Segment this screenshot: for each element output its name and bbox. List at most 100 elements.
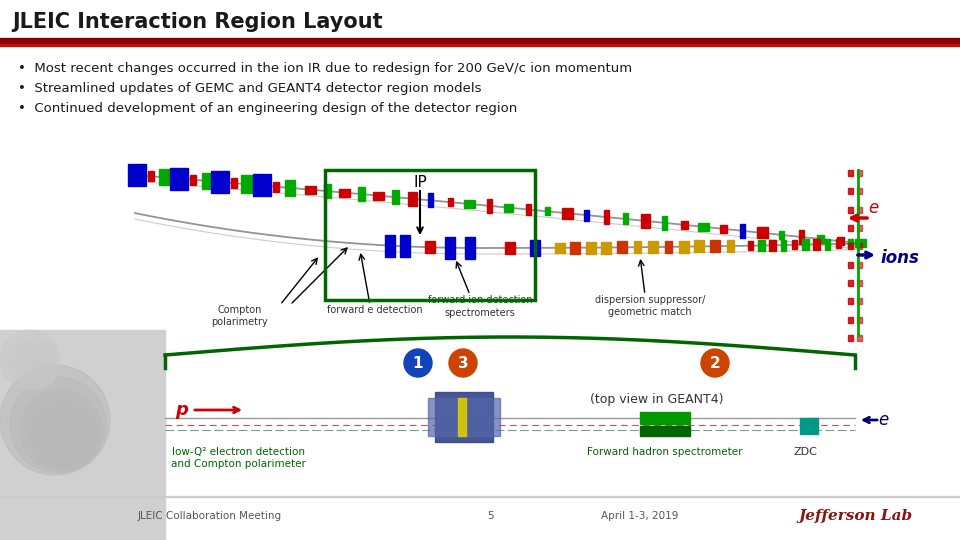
Circle shape — [10, 377, 106, 473]
Bar — [464, 200, 475, 208]
Bar — [857, 316, 862, 323]
Bar — [634, 241, 640, 253]
Bar — [681, 221, 687, 229]
Bar — [0, 496, 960, 497]
Bar — [465, 237, 475, 259]
Bar — [836, 240, 841, 248]
Bar — [857, 280, 862, 286]
Bar — [623, 213, 628, 225]
Bar — [0, 44, 960, 46]
Bar — [709, 240, 720, 252]
Bar — [339, 188, 349, 197]
Bar — [640, 412, 690, 424]
Text: low-Q² electron detection
and Compton polarimeter: low-Q² electron detection and Compton po… — [171, 447, 305, 469]
Bar — [445, 237, 455, 259]
Circle shape — [30, 401, 98, 469]
Bar — [373, 192, 384, 200]
Text: p: p — [175, 401, 188, 419]
Circle shape — [701, 349, 729, 377]
Bar — [698, 223, 709, 231]
Bar — [818, 235, 825, 243]
Text: Jefferson Lab: Jefferson Lab — [798, 509, 912, 523]
Text: •  Continued development of an engineering design of the detector region: • Continued development of an engineerin… — [18, 102, 517, 115]
Text: e: e — [868, 199, 878, 217]
Text: forward ion detection: forward ion detection — [428, 295, 532, 305]
Bar — [530, 240, 540, 256]
Bar — [425, 241, 435, 253]
Bar — [190, 175, 196, 185]
Bar — [408, 192, 418, 206]
Text: 1: 1 — [413, 355, 423, 370]
Circle shape — [449, 349, 477, 377]
Bar — [504, 204, 513, 212]
Bar — [848, 207, 853, 213]
Bar — [727, 240, 733, 252]
Bar — [857, 170, 862, 176]
Bar — [128, 164, 146, 186]
Bar — [857, 207, 862, 213]
Bar — [780, 231, 784, 239]
Bar — [617, 241, 627, 253]
Bar — [324, 184, 330, 198]
Circle shape — [50, 425, 90, 465]
Circle shape — [40, 413, 94, 467]
Bar — [400, 235, 410, 258]
Bar — [769, 240, 776, 251]
Bar — [385, 234, 395, 256]
Bar — [848, 188, 853, 194]
Bar — [848, 225, 853, 231]
Bar — [857, 244, 862, 249]
Bar — [562, 208, 573, 219]
Text: JLEIC Interaction Region Layout: JLEIC Interaction Region Layout — [12, 12, 383, 32]
Bar — [148, 171, 154, 181]
Text: •  Streamlined updates of GEMC and GEANT4 detector region models: • Streamlined updates of GEMC and GEANT4… — [18, 82, 482, 95]
Bar — [570, 242, 581, 254]
Bar — [740, 224, 745, 238]
Bar — [756, 227, 768, 239]
Bar — [848, 239, 852, 248]
Bar — [304, 186, 316, 193]
Text: 3: 3 — [458, 355, 468, 370]
Bar — [748, 241, 753, 250]
Bar — [857, 188, 862, 194]
Circle shape — [20, 389, 102, 471]
Bar — [720, 225, 727, 233]
Bar — [857, 335, 862, 341]
Bar — [848, 316, 853, 323]
Text: dispersion suppressor/
geometric match: dispersion suppressor/ geometric match — [595, 295, 706, 316]
Bar — [325, 170, 535, 300]
Bar — [664, 241, 672, 253]
Bar — [854, 239, 866, 247]
Bar — [601, 241, 612, 253]
Bar — [505, 242, 515, 254]
Text: April 1-3, 2019: April 1-3, 2019 — [601, 511, 679, 521]
Circle shape — [404, 349, 432, 377]
Bar — [648, 241, 658, 253]
Bar — [202, 173, 211, 189]
Bar — [802, 239, 809, 250]
Text: 2: 2 — [709, 355, 720, 370]
Bar — [848, 298, 853, 305]
Bar — [848, 170, 853, 176]
Bar — [253, 174, 271, 197]
Bar — [780, 240, 786, 251]
Bar — [241, 176, 255, 193]
Bar — [694, 240, 704, 253]
Bar — [447, 198, 452, 206]
Bar — [757, 240, 764, 251]
Bar — [555, 243, 565, 253]
Bar — [792, 240, 797, 249]
Bar — [857, 225, 862, 231]
Bar — [231, 178, 237, 188]
Text: IP: IP — [413, 175, 427, 190]
Bar — [525, 204, 531, 215]
Text: forward e detection: forward e detection — [327, 305, 422, 315]
Bar — [813, 239, 820, 250]
Bar — [586, 241, 596, 254]
Text: ZDC: ZDC — [793, 447, 817, 457]
Bar — [585, 210, 589, 220]
Bar — [0, 330, 165, 540]
Text: (top view in GEANT4): (top view in GEANT4) — [590, 394, 724, 407]
Bar — [428, 398, 500, 436]
Bar — [358, 187, 365, 201]
